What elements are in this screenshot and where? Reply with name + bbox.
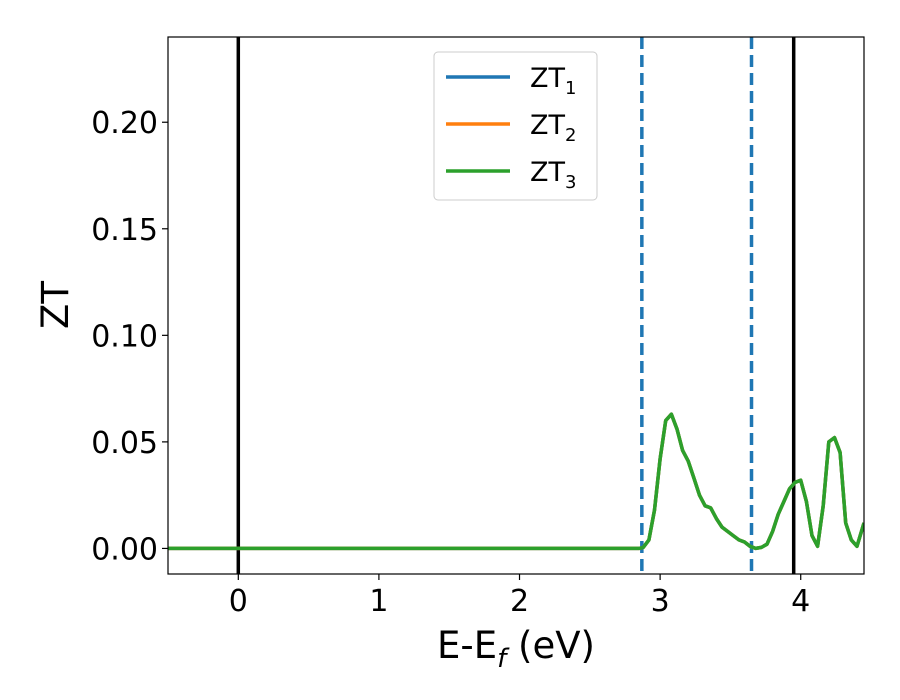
series-line-3 — [168, 412, 864, 551]
legend-label-3: ZT3 — [530, 157, 576, 193]
y-tick-label: 0.20 — [91, 106, 158, 141]
x-axis-ticks: 0 1 2 3 4 — [229, 574, 810, 619]
y-tick-label: 0.05 — [91, 426, 158, 461]
y-tick-label: 0.10 — [91, 319, 158, 354]
x-tick-label: 1 — [369, 584, 388, 619]
y-tick-label: 0.15 — [91, 213, 158, 248]
x-tick-label: 3 — [651, 584, 670, 619]
legend-label-2: ZT2 — [530, 110, 576, 146]
x-tick-label: 2 — [510, 584, 529, 619]
y-tick-label: 0.00 — [91, 532, 158, 567]
x-tick-label: 4 — [791, 584, 810, 619]
plot-frame — [167, 36, 865, 575]
x-axis-label: E-Ef (eV) — [437, 624, 595, 674]
x-tick-label: 0 — [229, 584, 248, 619]
legend: ZT1 ZT2 ZT3 — [433, 51, 598, 201]
legend-frame — [433, 51, 598, 201]
series-lines — [168, 412, 864, 551]
y-axis-ticks: 0.00 0.05 0.10 0.15 0.20 — [91, 106, 168, 567]
legend-label-1: ZT1 — [530, 63, 576, 99]
y-axis-label: ZT — [34, 281, 77, 329]
